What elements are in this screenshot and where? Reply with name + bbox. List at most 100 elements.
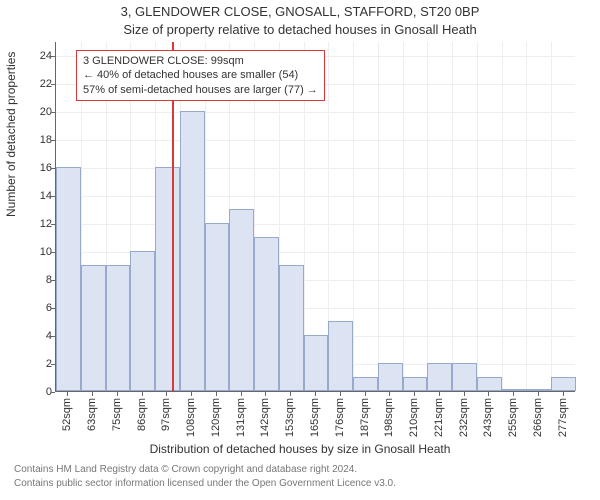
- y-tick-label: 22: [12, 78, 52, 90]
- x-tick-label: 210sqm: [408, 398, 420, 437]
- x-tick-label: 165sqm: [309, 398, 321, 437]
- histogram-bar: [378, 363, 403, 391]
- histogram-bar: [551, 377, 576, 391]
- x-tick-label: 187sqm: [359, 398, 371, 437]
- histogram-bar: [180, 111, 205, 391]
- x-tick-label: 52sqm: [61, 398, 73, 431]
- x-tick-mark: [464, 392, 465, 396]
- histogram-bar: [452, 363, 477, 391]
- chart-subtitle: Size of property relative to detached ho…: [0, 22, 600, 37]
- x-tick-label: 97sqm: [160, 398, 172, 431]
- y-tick-label: 14: [12, 190, 52, 202]
- histogram-bar: [155, 167, 180, 391]
- histogram-bar: [403, 377, 428, 391]
- annotation-line-1: 3 GLENDOWER CLOSE: 99sqm: [83, 54, 318, 68]
- y-tick-label: 0: [12, 386, 52, 398]
- x-tick-mark: [538, 392, 539, 396]
- x-tick-label: 266sqm: [532, 398, 544, 437]
- histogram-bar: [130, 251, 155, 391]
- grid-line-v: [403, 42, 404, 391]
- x-tick-mark: [513, 392, 514, 396]
- annotation-line-3: 57% of semi-detached houses are larger (…: [83, 83, 318, 97]
- x-tick-mark: [439, 392, 440, 396]
- plot-area: 3 GLENDOWER CLOSE: 99sqm ← 40% of detach…: [55, 42, 575, 392]
- x-tick-mark: [488, 392, 489, 396]
- x-tick-label: 63sqm: [86, 398, 98, 431]
- x-tick-label: 255sqm: [507, 398, 519, 437]
- x-tick-mark: [340, 392, 341, 396]
- y-tick-label: 6: [12, 302, 52, 314]
- histogram-bar: [205, 223, 230, 391]
- footnote-1: Contains HM Land Registry data © Crown c…: [14, 464, 357, 475]
- x-tick-label: 232sqm: [458, 398, 470, 437]
- x-tick-mark: [265, 392, 266, 396]
- x-tick-label: 176sqm: [334, 398, 346, 437]
- annotation-box: 3 GLENDOWER CLOSE: 99sqm ← 40% of detach…: [76, 50, 325, 101]
- y-tick-mark: [51, 252, 55, 253]
- x-tick-label: 243sqm: [482, 398, 494, 437]
- y-tick-mark: [51, 84, 55, 85]
- grid-line-v: [353, 42, 354, 391]
- grid-line-v: [477, 42, 478, 391]
- chart-title: 3, GLENDOWER CLOSE, GNOSALL, STAFFORD, S…: [0, 4, 600, 19]
- y-tick-label: 2: [12, 358, 52, 370]
- x-tick-label: 86sqm: [136, 398, 148, 431]
- y-tick-mark: [51, 392, 55, 393]
- y-tick-label: 18: [12, 134, 52, 146]
- y-tick-mark: [51, 308, 55, 309]
- histogram-bar: [526, 389, 551, 391]
- histogram-bar: [427, 363, 452, 391]
- x-tick-mark: [241, 392, 242, 396]
- y-tick-mark: [51, 280, 55, 281]
- grid-line-h: [56, 140, 575, 141]
- y-tick-mark: [51, 112, 55, 113]
- x-tick-mark: [142, 392, 143, 396]
- y-tick-label: 10: [12, 246, 52, 258]
- x-tick-mark: [315, 392, 316, 396]
- x-tick-label: 108sqm: [185, 398, 197, 437]
- histogram-bar: [279, 265, 304, 391]
- histogram-bar: [502, 389, 527, 391]
- x-tick-mark: [166, 392, 167, 396]
- y-tick-label: 4: [12, 330, 52, 342]
- x-tick-mark: [389, 392, 390, 396]
- y-tick-mark: [51, 56, 55, 57]
- histogram-bar: [328, 321, 353, 391]
- y-tick-mark: [51, 336, 55, 337]
- x-tick-label: 131sqm: [235, 398, 247, 437]
- x-tick-label: 153sqm: [284, 398, 296, 437]
- histogram-bar: [81, 265, 106, 391]
- y-tick-mark: [51, 196, 55, 197]
- x-tick-mark: [414, 392, 415, 396]
- x-tick-mark: [92, 392, 93, 396]
- x-tick-label: 221sqm: [433, 398, 445, 437]
- x-tick-mark: [67, 392, 68, 396]
- histogram-bar: [229, 209, 254, 391]
- histogram-bar: [254, 237, 279, 391]
- histogram-bar: [353, 377, 378, 391]
- x-tick-mark: [191, 392, 192, 396]
- y-tick-mark: [51, 168, 55, 169]
- grid-line-h: [56, 224, 575, 225]
- y-tick-label: 12: [12, 218, 52, 230]
- grid-line-h: [56, 168, 575, 169]
- grid-line-v: [502, 42, 503, 391]
- x-axis-label: Distribution of detached houses by size …: [0, 442, 600, 456]
- grid-line-v: [427, 42, 428, 391]
- grid-line-h: [56, 112, 575, 113]
- grid-line-v: [378, 42, 379, 391]
- grid-line-v: [526, 42, 527, 391]
- x-tick-label: 277sqm: [557, 398, 569, 437]
- x-tick-label: 142sqm: [259, 398, 271, 437]
- histogram-bar: [477, 377, 502, 391]
- x-tick-mark: [563, 392, 564, 396]
- y-tick-label: 8: [12, 274, 52, 286]
- x-tick-mark: [117, 392, 118, 396]
- y-tick-label: 20: [12, 106, 52, 118]
- x-tick-mark: [365, 392, 366, 396]
- x-tick-label: 75sqm: [111, 398, 123, 431]
- y-tick-mark: [51, 364, 55, 365]
- histogram-bar: [56, 167, 81, 391]
- chart-container: 3, GLENDOWER CLOSE, GNOSALL, STAFFORD, S…: [0, 0, 600, 500]
- annotation-line-2: ← 40% of detached houses are smaller (54…: [83, 68, 318, 82]
